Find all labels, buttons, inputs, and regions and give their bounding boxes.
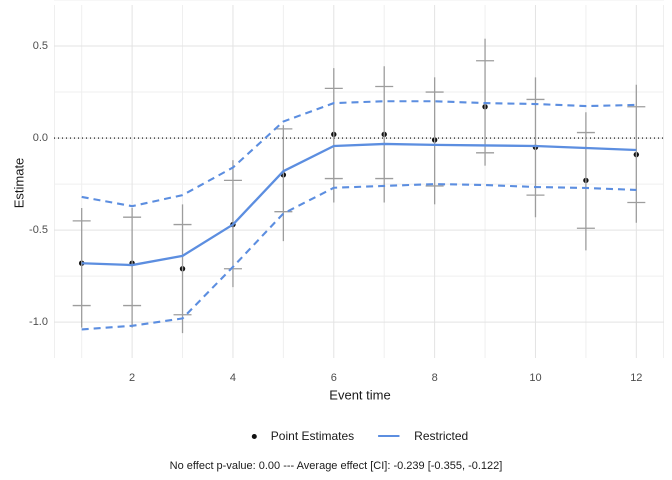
line-marker-icon (378, 435, 401, 437)
y-axis-title: Estimate (11, 157, 27, 209)
x-tick-label: 4 (229, 372, 236, 384)
legend-label: Restricted (414, 429, 469, 443)
x-tick-label: 2 (129, 372, 136, 384)
stats-caption: No effect p-value: 0.00 --- Average effe… (169, 460, 503, 472)
legend-label: Point Estimates (270, 429, 355, 443)
y-tick-label: -0.5 (29, 224, 48, 237)
y-tick-label: 0.0 (32, 132, 48, 145)
x-tick-label: 8 (431, 372, 438, 384)
y-tick-label: -1.0 (29, 316, 48, 329)
restricted-line (81, 142, 637, 267)
x-tick-label: 12 (630, 372, 643, 384)
x-tick-label: 6 (330, 372, 337, 384)
legend: Point Estimates Restricted (251, 429, 468, 443)
x-axis-title: Event time (329, 387, 391, 403)
legend-item-restricted: Restricted (378, 429, 468, 443)
restricted-ci-band-line (81, 183, 637, 331)
x-tick-label: 10 (529, 372, 542, 384)
y-tick-label: 0.5 (32, 40, 48, 53)
restricted-ci-band-line (81, 100, 637, 208)
legend-item-point-estimates: Point Estimates (251, 429, 355, 443)
point-marker-icon (251, 433, 257, 439)
